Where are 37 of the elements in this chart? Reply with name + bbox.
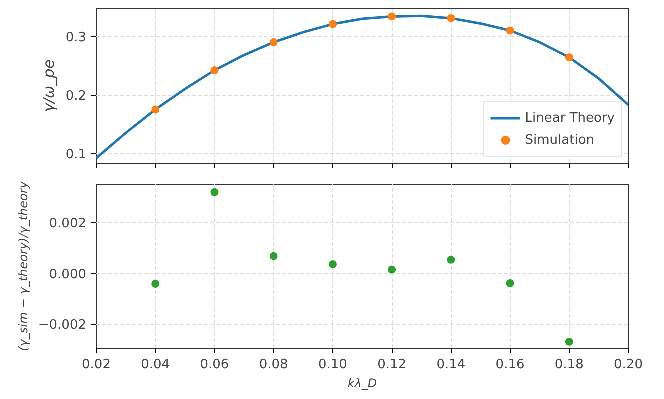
x-tick-label: 0.06: [200, 358, 230, 372]
point: [210, 66, 219, 74]
point: [388, 12, 396, 21]
point: [388, 266, 396, 274]
y-tick-label: −0.002: [38, 318, 86, 334]
y-axis-title: γ/ω_pe: [40, 60, 58, 112]
y-axis-title: (γ_sim − γ_theory)/γ_theory: [16, 180, 30, 352]
x-tick-label: 0.02: [82, 358, 111, 372]
y-tick-label: 0.1: [66, 148, 87, 163]
x-tick-label: 0.18: [554, 358, 584, 372]
x-tick-label: 0.12: [378, 358, 407, 372]
y-tick-label: 0.000: [49, 267, 86, 282]
x-tick-label: 0.04: [141, 358, 170, 372]
point: [270, 252, 278, 260]
point: [210, 188, 219, 196]
point: [506, 26, 514, 35]
x-tick-label: 0.14: [436, 358, 466, 372]
point: [565, 54, 574, 62]
y-tick-label: 0.002: [49, 216, 86, 232]
legend-label: Linear Theory: [525, 110, 615, 126]
point: [328, 20, 337, 28]
point: [447, 14, 456, 22]
point: [270, 38, 278, 46]
x-tick-label: 0.08: [259, 358, 288, 372]
point: [506, 280, 514, 288]
y-tick-label: 0.2: [66, 89, 87, 104]
x-tick-label: 0.20: [614, 358, 643, 372]
x-axis-title: kλ_D: [348, 376, 378, 390]
point: [565, 338, 574, 346]
point: [152, 280, 160, 288]
y-tick-label: 0.3: [66, 30, 87, 46]
x-tick-label: 0.16: [496, 358, 525, 372]
point: [152, 106, 160, 114]
point: [447, 256, 456, 264]
legend-label: Simulation: [525, 132, 595, 148]
x-tick-label: 0.10: [318, 358, 348, 372]
point: [328, 260, 337, 268]
